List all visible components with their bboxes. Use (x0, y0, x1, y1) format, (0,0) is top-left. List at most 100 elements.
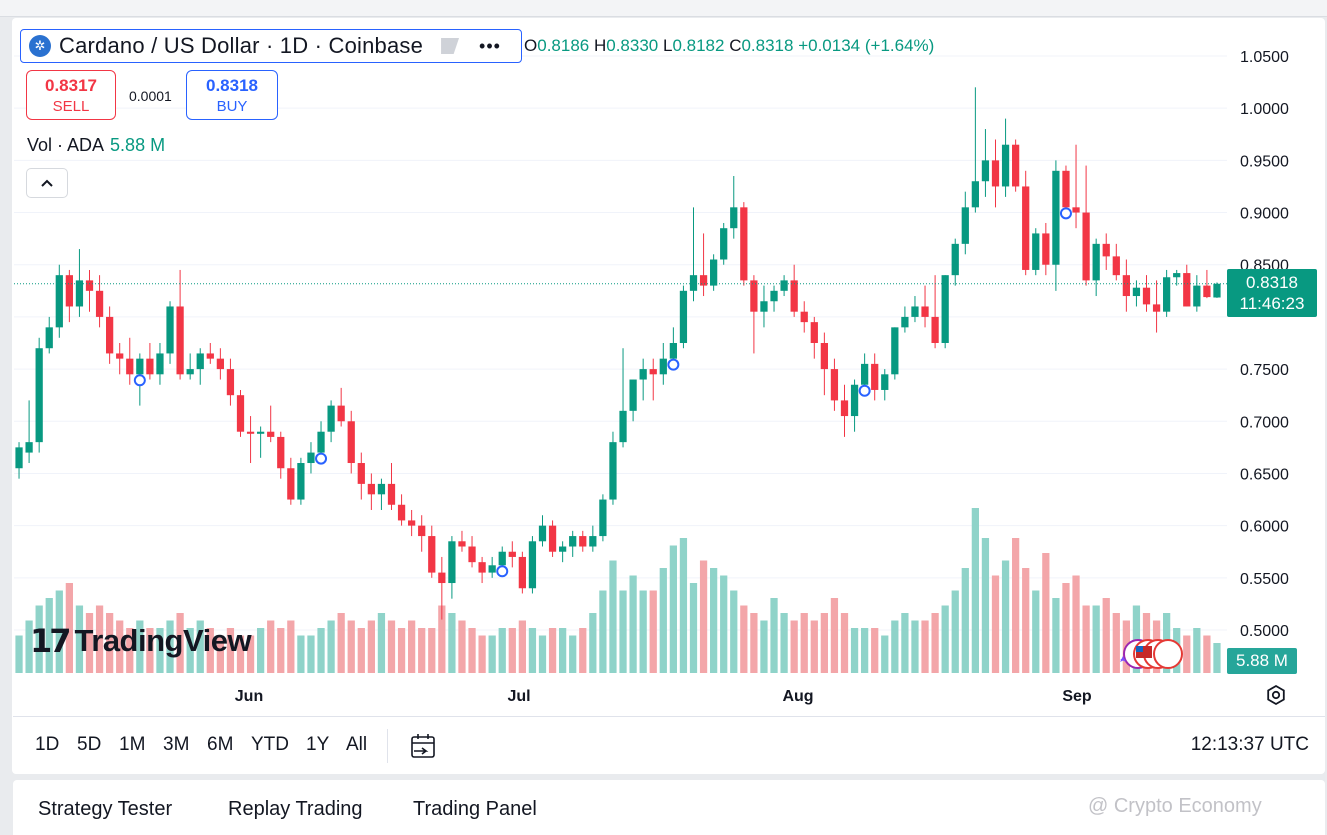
candle-body (559, 546, 567, 552)
ohlc-high-value: 0.8330 (606, 36, 659, 55)
event-marker-icon[interactable] (1059, 207, 1072, 220)
event-marker-icon[interactable] (858, 384, 871, 397)
candle-body (95, 290, 104, 317)
candle-body (750, 280, 758, 312)
timeframe-5d-button[interactable]: 5D (77, 734, 102, 755)
candle-body (106, 316, 114, 354)
candle-body (257, 431, 265, 434)
volume-bar (710, 568, 718, 673)
chart-settings-icon[interactable] (1265, 684, 1287, 706)
flag-icon[interactable] (441, 38, 460, 54)
candle-body (408, 520, 416, 526)
time-axis-month-label: Jul (507, 688, 530, 705)
volume-bar (961, 568, 969, 673)
volume-bar (981, 538, 990, 673)
candle-body (448, 541, 456, 584)
timeframe-all-button[interactable]: All (346, 734, 368, 755)
tradingview-logo[interactable]: 17 TradingView (30, 622, 252, 660)
timeframe-1m-button[interactable]: 1M (119, 734, 146, 755)
candle-body (659, 358, 667, 375)
candle-body (176, 306, 184, 375)
volume-bar (317, 628, 325, 673)
current-price-value: 0.8318 (1246, 273, 1298, 292)
volume-bar (307, 635, 315, 673)
volume-bar (911, 620, 919, 673)
volume-bar (931, 613, 939, 673)
candle-body (478, 562, 486, 573)
event-marker-icon[interactable] (496, 565, 509, 578)
candle-body (85, 280, 94, 291)
candle-body (971, 181, 979, 208)
timeframe-3m-button[interactable]: 3M (163, 734, 190, 755)
tab-replay-trading[interactable]: Replay Trading (228, 798, 363, 820)
volume-bar (35, 605, 43, 673)
candle-body (679, 290, 688, 343)
utc-clock[interactable]: 12:13:37 UTC (1190, 734, 1309, 755)
tab-strategy-tester[interactable]: Strategy Tester (38, 798, 173, 820)
volume-bar (1012, 538, 1020, 673)
more-options-icon[interactable]: ••• (479, 35, 501, 56)
volume-bar (478, 635, 486, 673)
ohlc-change: +0.0134 (+1.64%) (798, 36, 935, 55)
candle-body (156, 353, 164, 375)
volume-legend[interactable]: Vol · ADA 5.88 M (27, 135, 165, 156)
grid-lines (14, 55, 1227, 631)
event-marker-icon[interactable] (315, 452, 328, 465)
volume-bar (840, 613, 849, 673)
volume-bar (629, 575, 637, 673)
volume-tag: 5.88 M (1227, 648, 1297, 674)
candle-body (669, 343, 677, 359)
ohlc-low-value: 0.8182 (672, 36, 725, 55)
candle-body (1062, 170, 1070, 208)
price-axis-tick-label: 0.9500 (1240, 153, 1289, 170)
buy-button[interactable]: 0.8318 BUY (186, 70, 278, 120)
candle-body (629, 379, 637, 411)
volume-bar (287, 620, 295, 673)
timeframe-ytd-button[interactable]: YTD (251, 734, 289, 755)
candle-body (840, 400, 849, 417)
event-marker-icon[interactable] (667, 358, 680, 371)
price-axis-tick-label: 0.5000 (1240, 623, 1289, 640)
timeframe-1y-button[interactable]: 1Y (306, 734, 330, 755)
sell-button[interactable]: 0.8317 SELL (26, 70, 116, 120)
volume-bar (106, 613, 114, 673)
tradingview-logo-text: TradingView (74, 623, 252, 658)
volume-bar (297, 635, 305, 673)
time-axis: Jun Jul Aug Sep (235, 688, 1092, 705)
candle-body (277, 436, 285, 469)
symbol-legend[interactable]: ✲ Cardano / US Dollar · 1D · Coinbase ••… (20, 29, 522, 63)
bar-countdown: 11:46:23 (1239, 294, 1305, 313)
tab-trading-panel[interactable]: Trading Panel (413, 798, 537, 820)
volume-bar (277, 628, 285, 673)
volume-bar (659, 568, 667, 673)
timeframe-6m-button[interactable]: 6M (207, 734, 234, 755)
candle-body (377, 483, 386, 495)
price-axis-tick-label: 0.7500 (1240, 362, 1289, 379)
price-axis-tick-label: 0.6000 (1240, 519, 1289, 536)
volume-label: Vol · ADA (27, 135, 105, 155)
calendar-goto-icon[interactable] (408, 731, 438, 761)
sell-label: SELL (52, 97, 90, 115)
spread-value: 0.0001 (129, 88, 172, 104)
candle-body (921, 306, 929, 317)
volume-bar (780, 613, 788, 673)
current-price-tag: 0.8318 11:46:23 (1227, 269, 1317, 317)
volume-bar (1022, 568, 1030, 673)
candle-body (599, 499, 607, 537)
candle-body (65, 275, 73, 307)
event-marker-icon[interactable] (133, 374, 146, 387)
price-axis-tick-label: 0.9000 (1240, 206, 1289, 223)
volume-bar (327, 620, 335, 673)
volume-bar (1001, 560, 1010, 673)
collapse-legend-button[interactable] (26, 168, 68, 198)
volume-bar (760, 620, 768, 673)
candle-body (891, 327, 899, 375)
volume-bar (951, 590, 959, 673)
volume-bar (1072, 575, 1080, 673)
volume-bars (15, 508, 1221, 673)
price-axis-tick-label: 0.7000 (1240, 414, 1289, 431)
candle-body (146, 358, 154, 375)
timeframe-1d-button[interactable]: 1D (35, 734, 60, 755)
candle-body (126, 358, 134, 375)
candle-body (569, 536, 577, 547)
